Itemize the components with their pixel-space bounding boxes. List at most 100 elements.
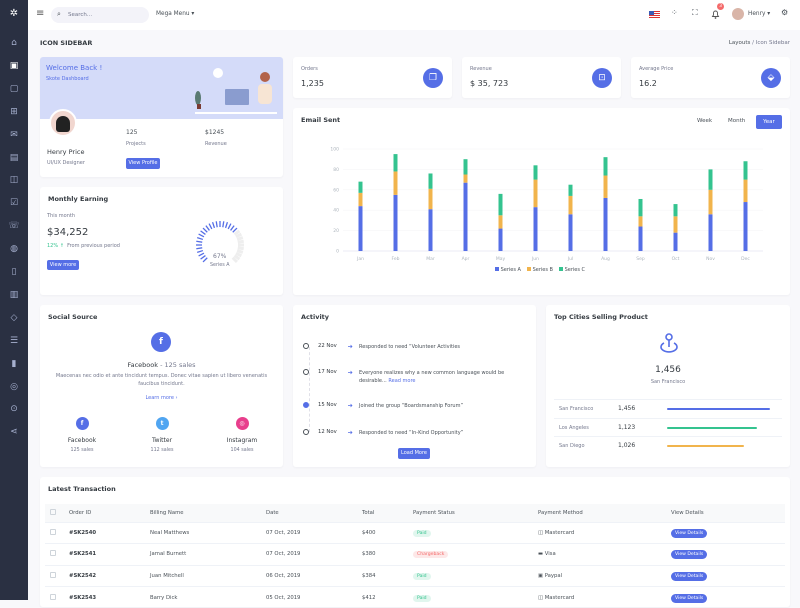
sidebar-item-calendar[interactable]: ▢ bbox=[0, 84, 28, 94]
sidebar-item-user[interactable]: ◍ bbox=[0, 244, 28, 254]
us-flag-icon[interactable] bbox=[649, 11, 660, 18]
x-tick-label: Mar bbox=[426, 256, 435, 262]
y-tick-label: 40 bbox=[333, 208, 339, 214]
row-checkbox[interactable] bbox=[50, 594, 56, 600]
table-row: #SK2542 Juan Mitchell 06 Oct, 2019 $384 … bbox=[45, 565, 785, 587]
fullscreen-icon[interactable]: ⛶ bbox=[692, 8, 698, 18]
bar-series-c-may bbox=[499, 194, 503, 215]
illustration bbox=[190, 62, 280, 119]
card-icon: ▬ bbox=[538, 551, 543, 557]
sidebar-item-chart[interactable]: ▮ bbox=[0, 359, 28, 369]
top-cities-card: Top Cities Selling Product 1,456 San Fra… bbox=[546, 305, 790, 467]
sidebar-item-list[interactable]: ☰ bbox=[0, 336, 28, 346]
sidebar-item-layout[interactable]: ▣ bbox=[0, 61, 28, 71]
column-header: Payment Method bbox=[538, 504, 671, 522]
sidebar-item-share[interactable]: ⋖ bbox=[0, 427, 28, 437]
y-tick-label: 0 bbox=[336, 249, 339, 255]
gauge-tick bbox=[238, 241, 244, 242]
sidebar-item-mail[interactable]: ✉ bbox=[0, 130, 28, 140]
select-all-checkbox[interactable] bbox=[50, 509, 56, 515]
sidebar-item-invoice[interactable]: ▤ bbox=[0, 153, 28, 163]
column-header: Payment Status bbox=[413, 504, 538, 522]
bar-series-a-mar bbox=[429, 209, 433, 251]
sidebar-item-support[interactable]: ◎ bbox=[0, 382, 28, 392]
social-item-instagram[interactable]: ◎ Instagram 104 sales bbox=[202, 417, 282, 453]
city-progress-bar bbox=[667, 427, 757, 429]
bar-series-a-dec bbox=[744, 202, 748, 251]
sidebar-item-store[interactable]: ⊞ bbox=[0, 107, 28, 117]
table-row: #SK2543 Barry Dick 05 Oct, 2019 $412 Pai… bbox=[45, 587, 785, 608]
gauge-tick bbox=[196, 248, 202, 249]
mega-menu[interactable]: Mega Menu ▾ bbox=[156, 11, 194, 17]
view-details-button[interactable]: View Details bbox=[671, 572, 707, 581]
sidebar-item-task[interactable]: ☑ bbox=[0, 198, 28, 208]
row-checkbox[interactable] bbox=[50, 572, 56, 578]
sidebar-item-eraser[interactable]: ◇ bbox=[0, 313, 28, 323]
y-tick-label: 20 bbox=[333, 228, 339, 234]
row-checkbox[interactable] bbox=[50, 529, 56, 535]
sidebar-item-map-pin[interactable]: ⊙ bbox=[0, 404, 28, 414]
notification-badge: 3 bbox=[717, 3, 724, 10]
column-header: Date bbox=[266, 504, 362, 522]
map-pin-icon: ⊙ bbox=[10, 404, 18, 414]
row-checkbox[interactable] bbox=[50, 550, 56, 556]
legend-item[interactable]: Series A bbox=[495, 267, 521, 273]
gear-icon[interactable]: ⚙ bbox=[781, 8, 788, 17]
view-more-button[interactable]: View more bbox=[47, 260, 79, 270]
page-title: ICON SIDEBAR bbox=[40, 39, 92, 47]
load-more-button[interactable]: Load More bbox=[398, 448, 430, 459]
bar-series-a-sep bbox=[639, 227, 643, 251]
status-badge: Chargeback bbox=[413, 551, 448, 558]
legend-item[interactable]: Series B bbox=[527, 267, 553, 273]
learn-more-link[interactable]: Learn more › bbox=[40, 395, 283, 401]
table-row: #SK2541 Jamal Burnett 07 Oct, 2019 $380 … bbox=[45, 544, 785, 566]
timeline-dot-icon bbox=[303, 429, 309, 435]
list-icon: ☰ bbox=[10, 336, 18, 346]
legend-item[interactable]: Series C bbox=[559, 267, 585, 273]
sidebar-item-receipt[interactable]: ▥ bbox=[0, 290, 28, 300]
gauge-tick bbox=[197, 251, 203, 253]
view-details-button[interactable]: View Details bbox=[671, 594, 707, 603]
arrow-right-icon bbox=[348, 430, 353, 435]
user-menu[interactable]: Henry ▾ bbox=[748, 11, 770, 17]
search-input[interactable]: ⌕ Search... bbox=[51, 7, 149, 23]
view-profile-button[interactable]: View Profile bbox=[126, 158, 160, 169]
logo-icon[interactable]: ✲ bbox=[0, 8, 28, 19]
avatar[interactable] bbox=[732, 8, 744, 20]
contacts-icon: ☏ bbox=[8, 221, 19, 231]
city-row: San Diego 1,026 bbox=[554, 436, 782, 454]
x-tick-label: Apr bbox=[462, 256, 470, 262]
arrow-right-icon bbox=[348, 403, 353, 408]
view-details-button[interactable]: View Details bbox=[671, 529, 707, 538]
column-header: Total bbox=[362, 504, 413, 522]
menu-icon[interactable]: ≡ bbox=[36, 8, 44, 19]
bar-series-c-jun bbox=[534, 165, 538, 179]
bar-series-c-oct bbox=[674, 204, 678, 216]
social-item-twitter[interactable]: t Twitter 112 sales bbox=[122, 417, 202, 453]
bar-series-b-dec bbox=[744, 180, 748, 202]
apps-icon[interactable]: ⁘ bbox=[671, 8, 678, 17]
city-progress-bar bbox=[667, 445, 744, 447]
sidebar-item-home[interactable]: ⌂ bbox=[0, 38, 28, 48]
view-details-button[interactable]: View Details bbox=[671, 550, 707, 559]
social-item-facebook[interactable]: f Facebook 125 sales bbox=[42, 417, 122, 453]
bar-series-b-sep bbox=[639, 216, 643, 226]
sidebar-item-contacts[interactable]: ☏ bbox=[0, 221, 28, 231]
breadcrumb-layouts[interactable]: Layouts bbox=[729, 40, 751, 46]
gauge-tick bbox=[226, 222, 228, 228]
bar-series-b-aug bbox=[604, 176, 608, 198]
briefcase-icon: ◫ bbox=[10, 175, 19, 185]
gauge-tick bbox=[197, 238, 203, 240]
column-header: View Details bbox=[671, 504, 785, 522]
bar-series-c-nov bbox=[709, 169, 713, 189]
read-more-link[interactable]: Read more bbox=[388, 378, 415, 384]
bar-series-b-may bbox=[499, 215, 503, 228]
chart-icon: ▮ bbox=[12, 359, 17, 369]
sidebar-item-briefcase[interactable]: ◫ bbox=[0, 175, 28, 185]
map-pin-icon bbox=[658, 332, 680, 354]
mail-icon: ✉ bbox=[10, 130, 18, 140]
monthly-earning-card: Monthly Earning This month $34,252 12% ↑… bbox=[40, 187, 283, 295]
sidebar-item-file[interactable]: ▯ bbox=[0, 267, 28, 277]
bell-icon[interactable] bbox=[711, 9, 720, 19]
twitter-icon: t bbox=[156, 417, 169, 430]
